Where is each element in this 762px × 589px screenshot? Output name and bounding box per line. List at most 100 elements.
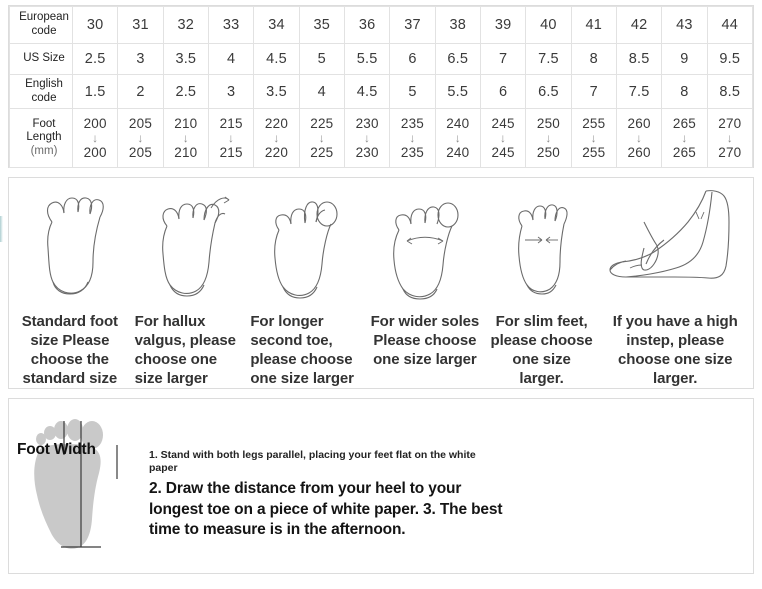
cell-uk-4: 3.5 — [253, 74, 300, 109]
down-arrow-icon: ↓ — [318, 130, 325, 145]
down-arrow-icon: ↓ — [500, 130, 507, 145]
cell-length-10: 250 ↓ 250 — [525, 108, 572, 168]
cell-euro-8: 38 — [434, 6, 481, 44]
cell-euro-12: 42 — [615, 6, 663, 44]
cell-uk-10: 6.5 — [525, 74, 572, 109]
length-top-value: 250 — [536, 115, 560, 131]
length-top-value: 230 — [355, 115, 379, 131]
foot-type-caption: For wider soles Please choose one size l… — [370, 313, 480, 369]
length-bottom-value: 250 — [536, 144, 560, 160]
cell-length-2: 210 ↓ 210 — [162, 108, 209, 168]
length-bottom-value: 265 — [672, 144, 696, 160]
foot-type-caption: For hallux valgus, please choose one siz… — [134, 313, 236, 388]
cell-euro-6: 36 — [343, 6, 391, 44]
length-top-value: 270 — [718, 115, 742, 131]
cell-us-14: 9.5 — [706, 43, 754, 75]
foot-type-guide-panel: Standard foot size Please choose the sta… — [8, 177, 754, 389]
down-arrow-icon: ↓ — [681, 130, 688, 145]
cell-length-3: 215 ↓ 215 — [207, 108, 255, 168]
down-arrow-icon: ↓ — [364, 130, 371, 145]
foot-sole-wide-icon — [364, 186, 486, 306]
foot-sole-hallux-valgus-icon — [131, 186, 247, 306]
cell-uk-0: 1.5 — [71, 74, 119, 109]
down-arrow-icon: ↓ — [92, 130, 99, 145]
cell-euro-7: 37 — [389, 6, 436, 44]
table-row: Foot Length (mm) 200 ↓ 200 205 ↓ 205 210… — [9, 108, 754, 168]
cell-euro-4: 34 — [253, 6, 300, 44]
foot-type-list: Standard foot size Please choose the sta… — [9, 178, 753, 388]
foot-type-item-high-instep: If you have a high instep, please choose… — [597, 178, 753, 388]
down-arrow-icon: ↓ — [726, 130, 733, 145]
row-label-us-size: US Size — [9, 43, 73, 75]
cell-uk-14: 8.5 — [706, 74, 754, 109]
row-label-line1: English — [25, 77, 63, 90]
row-label-unit: (mm) — [30, 144, 58, 157]
down-arrow-icon: ↓ — [590, 130, 597, 145]
down-arrow-icon: ↓ — [137, 130, 144, 145]
cell-us-8: 6.5 — [434, 43, 481, 75]
length-bottom-value: 270 — [718, 144, 742, 160]
length-bottom-value: 260 — [627, 144, 651, 160]
cell-us-13: 9 — [661, 43, 708, 75]
foot-type-item-standard: Standard foot size Please choose the sta… — [9, 178, 131, 388]
foot-type-caption: Standard foot size Please choose the sta… — [21, 313, 118, 388]
cell-us-5: 5 — [298, 43, 345, 75]
down-arrow-icon: ↓ — [545, 130, 552, 145]
length-top-value: 210 — [174, 115, 198, 131]
cell-us-12: 8.5 — [615, 43, 663, 75]
length-top-value: 240 — [446, 115, 470, 131]
cell-uk-13: 8 — [661, 74, 708, 109]
foot-sole-standard-icon — [9, 186, 131, 306]
cell-uk-11: 7 — [570, 74, 617, 109]
cell-length-5: 225 ↓ 225 — [298, 108, 345, 168]
cell-uk-9: 6 — [479, 74, 527, 109]
down-arrow-icon: ↓ — [454, 130, 461, 145]
foot-type-item-wide-sole: For wider soles Please choose one size l… — [364, 178, 486, 369]
cell-uk-2: 2.5 — [162, 74, 209, 109]
cell-length-0: 200 ↓ 200 — [71, 108, 119, 168]
cell-length-4: 220 ↓ 220 — [253, 108, 300, 168]
row-label-foot-length: Foot Length (mm) — [9, 108, 73, 168]
down-arrow-icon: ↓ — [228, 130, 235, 145]
row-label-european-code: European code — [9, 6, 73, 44]
foot-width-label: Foot Width — [17, 441, 96, 458]
cell-uk-12: 7.5 — [615, 74, 663, 109]
cell-length-11: 255 ↓ 255 — [570, 108, 617, 168]
length-bottom-value: 245 — [491, 144, 515, 160]
foot-type-item-slim-foot: For slim feet, please choose one size la… — [486, 178, 598, 388]
cell-length-12: 260 ↓ 260 — [615, 108, 663, 168]
row-label-line2: Length — [26, 131, 62, 144]
cell-us-6: 5.5 — [343, 43, 391, 75]
foot-sole-long-second-toe-icon — [246, 186, 364, 306]
cell-euro-13: 43 — [661, 6, 708, 44]
length-bottom-value: 235 — [400, 144, 425, 160]
row-label-line2: code — [31, 25, 57, 37]
cell-us-2: 3.5 — [162, 43, 209, 75]
cell-us-11: 8 — [570, 43, 617, 75]
length-top-value: 245 — [491, 115, 515, 131]
cell-length-6: 230 ↓ 230 — [343, 108, 391, 168]
table-row: US Size 2.5 3 3.5 4 4.5 5 5.5 6 6.5 7 7.… — [9, 43, 754, 75]
cell-euro-0: 30 — [71, 6, 119, 44]
foot-type-caption: For longer second toe, please choose one… — [250, 313, 354, 388]
cell-euro-1: 31 — [117, 6, 164, 44]
length-top-value: 220 — [264, 115, 289, 131]
cell-length-14: 270 ↓ 270 — [706, 108, 754, 168]
length-bottom-value: 225 — [310, 144, 334, 160]
cell-length-13: 265 ↓ 265 — [661, 108, 708, 168]
cell-us-4: 4.5 — [253, 43, 300, 75]
length-top-value: 200 — [83, 115, 107, 131]
row-label-line1: Foot — [32, 117, 56, 130]
length-top-value: 255 — [582, 115, 606, 131]
length-bottom-value: 240 — [446, 144, 470, 160]
foot-profile-high-instep-icon — [597, 186, 753, 306]
table-row: European code 30 31 32 33 34 35 36 37 38… — [9, 6, 754, 44]
cell-us-7: 6 — [389, 43, 436, 75]
row-label-line1: US Size — [23, 52, 65, 65]
measure-step-1: 1. Stand with both legs parallel, placin… — [149, 449, 476, 475]
down-arrow-icon: ↓ — [273, 130, 280, 145]
cell-length-9: 245 ↓ 245 — [479, 108, 527, 168]
cell-us-9: 7 — [479, 43, 527, 75]
length-top-value: 265 — [672, 115, 696, 131]
foot-sole-slim-icon — [486, 186, 598, 306]
